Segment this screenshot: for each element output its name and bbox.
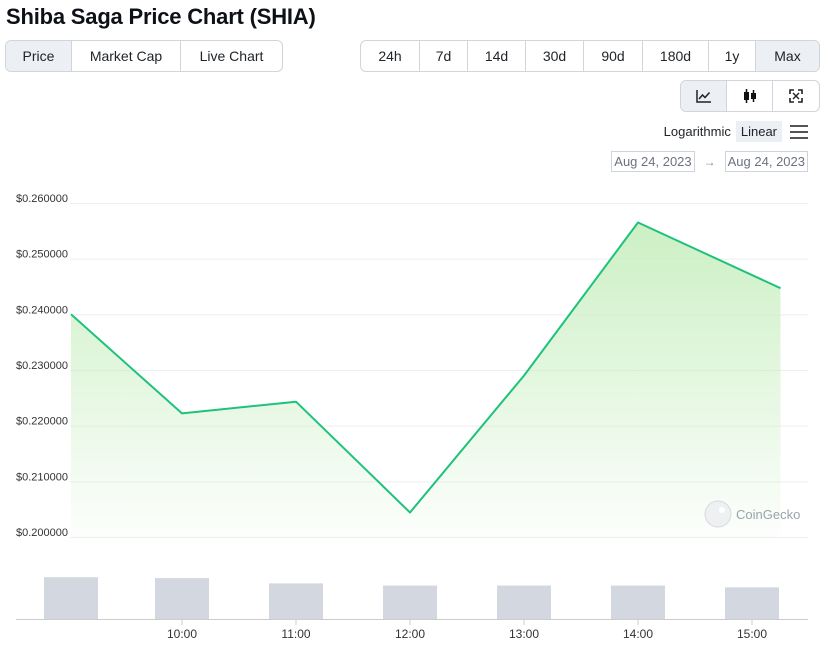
y-tick-label: $0.260000 (16, 193, 68, 205)
scale-linear-option[interactable]: Linear (735, 121, 782, 142)
y-tick-label: $0.240000 (16, 304, 68, 316)
volume-bars (44, 577, 779, 619)
tab-price[interactable]: Price (6, 41, 72, 71)
date-range-picker: Aug 24, 2023 → Aug 24, 2023 (611, 151, 808, 172)
scale-logarithmic-option[interactable]: Logarithmic (663, 124, 731, 139)
x-tick-label: 13:00 (509, 627, 539, 641)
x-axis: 10:00 11:00 12:00 13:00 14:00 15:00 (167, 620, 767, 641)
date-range-arrow: → (703, 154, 716, 169)
candlestick-button[interactable] (727, 81, 773, 111)
range-7d-button[interactable]: 7d (420, 41, 468, 71)
x-tick-label: 12:00 (395, 627, 425, 641)
price-points (70, 222, 781, 513)
x-tick-label: 11:00 (281, 627, 310, 641)
fullscreen-button[interactable] (773, 81, 819, 111)
view-tab-group: Price Market Cap Live Chart (5, 40, 283, 72)
date-from-input[interactable]: Aug 24, 2023 (611, 151, 695, 172)
expand-icon (789, 89, 803, 103)
volume-bar (383, 585, 437, 619)
volume-bar (497, 585, 551, 619)
gecko-logo-icon (704, 500, 732, 528)
x-tick-label: 14:00 (623, 627, 653, 641)
range-max-button[interactable]: Max (756, 41, 819, 71)
y-axis: $0.260000 $0.250000 $0.240000 $0.230000 $0.2… (16, 193, 68, 539)
page-title: Shiba Saga Price Chart (SHIA) (6, 4, 316, 29)
y-tick-label: $0.230000 (16, 360, 68, 372)
range-1y-button[interactable]: 1y (709, 41, 756, 71)
range-24h-button[interactable]: 24h (361, 41, 420, 71)
line-chart-icon (695, 90, 711, 103)
coingecko-watermark: CoinGecko (704, 500, 800, 528)
y-tick-label: $0.210000 (16, 471, 68, 483)
y-tick-label: $0.250000 (16, 249, 68, 261)
date-to-input[interactable]: Aug 24, 2023 (724, 151, 808, 172)
price-area-fill (71, 222, 781, 537)
volume-bar (269, 583, 323, 619)
tab-market-cap[interactable]: Market Cap (72, 41, 181, 71)
volume-bar (611, 585, 665, 619)
candlestick-icon (743, 89, 756, 103)
watermark-text: CoinGecko (736, 507, 800, 522)
line-chart-button[interactable] (681, 81, 727, 111)
scale-toggle: Logarithmic Linear (659, 121, 782, 142)
range-14d-button[interactable]: 14d (468, 41, 526, 71)
y-tick-label: $0.200000 (16, 527, 68, 539)
x-tick-label: 10:00 (167, 627, 197, 641)
y-tick-label: $0.220000 (16, 416, 68, 428)
range-30d-button[interactable]: 30d (526, 41, 584, 71)
range-180d-button[interactable]: 180d (643, 41, 709, 71)
tab-live-chart[interactable]: Live Chart (199, 48, 264, 64)
volume-bar (155, 578, 209, 619)
chart-menu-icon[interactable] (790, 125, 808, 139)
gecko-eye-icon (719, 507, 725, 513)
x-tick-label: 15:00 (737, 627, 767, 641)
time-range-tab-group: 24h 7d 14d 30d 90d 180d 1y Max (360, 40, 820, 72)
volume-bar (44, 577, 98, 619)
chart-type-group (680, 80, 820, 112)
range-90d-button[interactable]: 90d (584, 41, 643, 71)
volume-bar (725, 587, 779, 619)
